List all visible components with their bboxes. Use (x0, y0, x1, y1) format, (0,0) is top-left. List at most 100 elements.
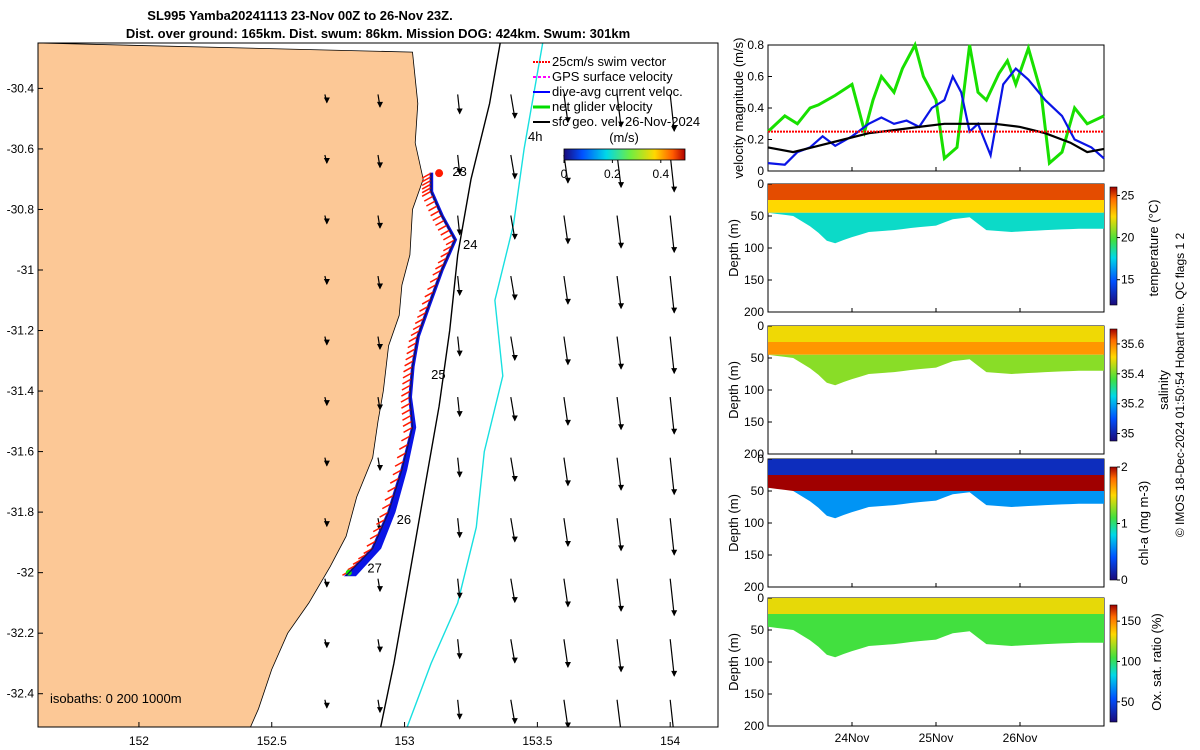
velocity-vector-head (377, 404, 383, 411)
map-y-tick-label: -30.4 (7, 81, 35, 95)
colorbar-gradient (563, 148, 686, 161)
swim-vector (440, 229, 451, 236)
depth-tick-label: 50 (751, 209, 765, 223)
swim-vector (437, 257, 448, 264)
map-legend: 25cm/s swim vector GPS surface velocity … (528, 54, 700, 144)
velocity-vector-head (671, 368, 678, 375)
velocity-vector (669, 699, 674, 727)
colorbar-tick-label: 0 (561, 167, 568, 181)
swim-vector (412, 323, 423, 331)
velocity-vector-head (618, 303, 625, 310)
depth-tick-label: 150 (744, 687, 764, 701)
chlorophyll-colorbar (1109, 466, 1118, 581)
colorbar-ticks: 0 0.2 0.4 (561, 160, 669, 181)
map-y-tick-label: -31.2 (7, 324, 35, 338)
temperature-ylabel: Depth (m) (726, 219, 741, 277)
velocity-vector-head (564, 359, 571, 366)
isobaths-label: isobaths: 0 200 1000m (50, 691, 182, 706)
velocity-vector-head (564, 480, 571, 487)
velocity-vector-head (671, 307, 678, 314)
velocity-vector-head (456, 471, 463, 478)
depth-tick-label: 150 (744, 273, 764, 287)
map-y-tick-label: -31.4 (7, 384, 35, 398)
velocity-vector-head (323, 702, 330, 709)
depth-tick-label: 200 (744, 580, 764, 594)
swim-vector (384, 494, 395, 501)
swim-vector (396, 452, 407, 459)
velocity-vector-head (618, 121, 625, 128)
swim-vector (401, 384, 412, 391)
oxygen-field (768, 598, 1104, 658)
velocity-vector-head (377, 222, 383, 229)
velocity-series (766, 40, 1105, 167)
colorbar-tick-label: 35.2 (1121, 397, 1145, 411)
swim-vector (445, 239, 456, 246)
salinity-cbar-label: salinity (1156, 370, 1171, 410)
velocity-vector-head (618, 363, 625, 370)
title-line-2: Dist. over ground: 165km. Dist. swum: 86… (126, 26, 630, 41)
swim-vector (387, 486, 397, 493)
depth-tick-label: 0 (757, 591, 764, 605)
oxygen-colorbar-ticks: 50 100 150 (1117, 614, 1141, 709)
swim-vector (435, 263, 445, 270)
swim-vector (369, 533, 380, 540)
velocity-vector-head (456, 168, 463, 175)
time-tick-label: 26Nov (1003, 731, 1038, 745)
velocity-vector-head (671, 428, 678, 435)
velocity-vector (616, 215, 622, 248)
velocity-vector-head (618, 182, 625, 189)
map-y-tick-label: -31.6 (7, 445, 35, 459)
velocity-vector-head (323, 642, 330, 649)
swim-vector (424, 291, 435, 298)
velocity-vector-head (564, 540, 571, 547)
colorbar-tick-label: 50 (1121, 695, 1135, 709)
swim-vector (401, 408, 412, 415)
isobath-200m (380, 43, 501, 727)
velocity-vector-head (377, 586, 383, 593)
map-x-tick-label: 153.5 (522, 734, 552, 748)
swim-vector (421, 172, 432, 179)
velocity-vector-head (323, 521, 330, 528)
swim-vectors (342, 169, 456, 576)
swim-vector (403, 366, 413, 373)
day-label: 24 (463, 237, 477, 252)
velocity-vector (669, 639, 675, 676)
map-y-tick-label: -32.2 (7, 626, 35, 640)
swim-vector (435, 219, 445, 227)
swim-vector (406, 348, 417, 355)
depth-tick-label: 0 (757, 452, 764, 466)
map-y-tick-label: -32.4 (7, 687, 35, 701)
swim-vector (402, 414, 412, 421)
temperature-cbar-label: temperature (°C) (1146, 200, 1161, 297)
swim-vector (437, 224, 448, 231)
velocity-vector (616, 94, 622, 127)
oxygen-y-ticks: 0 50 100 150 200 (744, 591, 772, 733)
side-note: © IMOS 18-Dec-2024 01:50:54 Hobart time.… (1173, 233, 1187, 538)
velocity-vector-head (323, 400, 330, 407)
day-label: 27 (367, 561, 381, 576)
map-frame (37, 42, 719, 728)
velocity-vector-head (323, 157, 330, 164)
velocity-vector-head (456, 532, 463, 539)
depth-tick-label: 50 (751, 351, 765, 365)
velocity-vector-head (456, 592, 463, 599)
velocity-vector-head (618, 424, 625, 431)
velocity-y-ticks: 0 0.2 0.4 0.6 0.8 (747, 38, 772, 178)
depth-tick-label: 200 (744, 305, 764, 319)
velocity-vector-head (456, 290, 463, 297)
colorbar-tick-label: 15 (1121, 273, 1135, 287)
isobath-1000m (406, 43, 544, 727)
swim-vector (400, 396, 411, 403)
map-x-tick-label: 152 (129, 734, 149, 748)
chlorophyll-cbar-label: chl-a (mg m-3) (1136, 481, 1151, 566)
velocity-series-line (767, 67, 1105, 166)
title-line-1: SL995 Yamba20241113 23-Nov 00Z to 26-Nov… (147, 8, 452, 23)
legend-dive: dive-avg current veloc. (552, 84, 683, 99)
velocity-vector (616, 578, 622, 611)
swim-vector (402, 420, 413, 427)
velocity-vector (669, 518, 675, 555)
velocity-vector-head (564, 722, 571, 727)
velocity-panel: 0 0.2 0.4 0.6 0.8 velocity magnitude (m/s) (731, 38, 1105, 179)
velocity-ylabel: velocity magnitude (m/s) (731, 38, 746, 179)
